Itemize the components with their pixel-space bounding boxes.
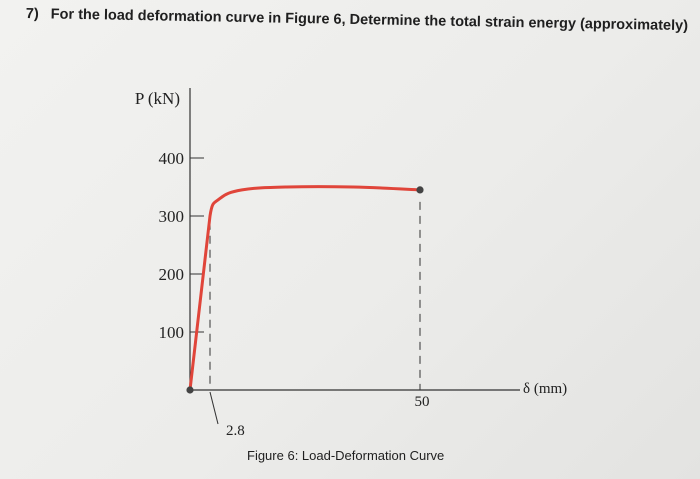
tick-leader-2.8 <box>209 391 219 425</box>
x-axis-label: δ (mm) <box>523 381 567 397</box>
load-deformation-curve <box>188 185 422 392</box>
figure-caption: Figure 6: Load-Deformation Curve <box>247 448 445 463</box>
y-axis-label: P (kN) <box>135 89 180 108</box>
start-point-dot <box>186 386 194 394</box>
y-tick-label-400: 400 <box>159 149 185 168</box>
y-tick-label-200: 200 <box>159 265 185 284</box>
end-point-dot <box>416 186 424 194</box>
chart-axes <box>189 88 520 391</box>
chart-curve-group <box>186 185 424 394</box>
x-tick-label-50: 50 <box>415 394 430 410</box>
chart-guides <box>209 201 421 425</box>
y-tick-label-300: 300 <box>159 207 185 226</box>
x-tick-label-2.8: 2.8 <box>226 423 245 439</box>
y-tick-label-100: 100 <box>159 323 185 342</box>
chart-labels: 100 200 300 400 P (kN) δ (mm) 2.8 50 <box>135 89 567 439</box>
